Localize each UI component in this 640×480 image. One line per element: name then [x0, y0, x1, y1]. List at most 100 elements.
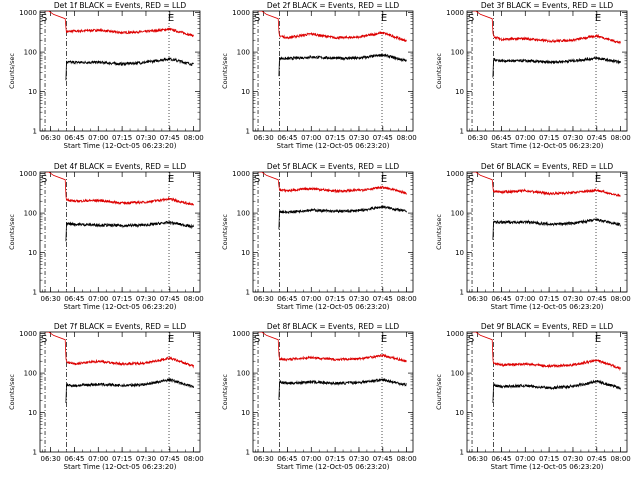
end-marker-label: E: [381, 174, 387, 185]
start-marker-label: S: [468, 334, 474, 345]
x-tick-label: 06:45: [491, 455, 511, 463]
y-tick-label: 100: [237, 370, 250, 378]
x-tick-label: 07:00: [515, 455, 535, 463]
events-series-line: [65, 220, 194, 242]
x-tick-label: 06:30: [468, 455, 488, 463]
y-axis-label: Counts/sec: [8, 53, 16, 89]
y-axis-label: Counts/sec: [435, 374, 443, 410]
x-tick-label: 07:30: [563, 455, 583, 463]
plot-frame: [252, 10, 414, 132]
x-tick-label: 07:45: [587, 134, 607, 142]
lld-series-line: [45, 332, 194, 369]
y-tick-label: 1: [460, 289, 464, 297]
start-marker-label: S: [254, 13, 260, 24]
y-tick-label: 1: [246, 128, 250, 136]
events-series-line: [278, 53, 407, 77]
x-tick-label: 07:30: [563, 295, 583, 303]
y-axis-label: Counts/sec: [221, 53, 229, 89]
x-tick-label: 06:30: [468, 134, 488, 142]
y-tick-label: 100: [24, 49, 37, 57]
end-marker-label: E: [168, 13, 174, 24]
start-marker-label: S: [41, 174, 47, 185]
y-axis-label: Counts/sec: [221, 214, 229, 250]
y-tick-label: 1000: [446, 9, 464, 17]
y-tick-label: 100: [451, 210, 464, 218]
plot-frame: [39, 10, 201, 132]
x-tick-label: 07:00: [515, 295, 535, 303]
y-tick-label: 1: [33, 289, 37, 297]
x-tick-label: 06:45: [277, 134, 297, 142]
lld-series-line: [258, 11, 407, 43]
x-tick-label: 06:30: [468, 295, 488, 303]
x-tick-label: 07:30: [349, 295, 369, 303]
y-tick-label: 100: [237, 49, 250, 57]
y-tick-label: 10: [455, 88, 464, 96]
x-tick-label: 08:00: [184, 455, 204, 463]
detector-panel-2: Det 2f BLACK = Events, RED = LLD Counts/s…: [221, 1, 417, 150]
x-axis-label: Start Time (12-Oct-05 06:23:20): [277, 142, 390, 150]
y-tick-label: 10: [241, 88, 250, 96]
y-axis-label: Counts/sec: [221, 374, 229, 410]
plot-frame: [39, 171, 201, 293]
x-tick-label: 07:15: [539, 134, 559, 142]
x-tick-label: 06:45: [277, 455, 297, 463]
y-axis-label: Counts/sec: [435, 214, 443, 250]
x-tick-label: 07:15: [325, 455, 345, 463]
y-tick-label: 1000: [232, 9, 250, 17]
y-tick-label: 10: [241, 409, 250, 417]
panel-title: Det 4f BLACK = Events, RED = LLD: [54, 162, 187, 171]
x-tick-label: 07:15: [112, 455, 132, 463]
detector-panel-3: Det 3f BLACK = Events, RED = LLD Counts/s…: [435, 1, 631, 150]
x-tick-label: 06:45: [491, 134, 511, 142]
y-tick-label: 1000: [232, 330, 250, 338]
x-tick-label: 06:45: [64, 295, 84, 303]
y-axis-label: Counts/sec: [435, 53, 443, 89]
panel-title: Det 7f BLACK = Events, RED = LLD: [54, 322, 187, 331]
x-tick-label: 07:30: [563, 134, 583, 142]
y-tick-label: 1000: [19, 170, 37, 178]
y-tick-label: 10: [455, 249, 464, 257]
plot-frame: [466, 171, 628, 293]
x-axis-label: Start Time (12-Oct-05 06:23:20): [277, 303, 390, 311]
x-tick-label: 07:15: [539, 295, 559, 303]
events-series-line: [65, 377, 194, 404]
x-axis-label: Start Time (12-Oct-05 06:23:20): [64, 303, 177, 311]
y-tick-label: 100: [451, 370, 464, 378]
x-tick-label: 08:00: [397, 134, 417, 142]
panel-title: Det 9f BLACK = Events, RED = LLD: [481, 322, 614, 331]
x-tick-label: 06:45: [64, 455, 84, 463]
y-tick-label: 1: [33, 449, 37, 457]
x-tick-label: 08:00: [611, 455, 631, 463]
x-tick-label: 07:00: [88, 295, 108, 303]
x-tick-label: 07:30: [136, 455, 156, 463]
detector-panel-8: Det 8f BLACK = Events, RED = LLD Counts/s…: [221, 322, 417, 471]
detector-panel-9: Det 9f BLACK = Events, RED = LLD Counts/s…: [435, 322, 631, 471]
x-tick-label: 08:00: [611, 134, 631, 142]
detector-panel-7: Det 7f BLACK = Events, RED = LLD Counts/s…: [8, 322, 204, 471]
panel-title: Det 8f BLACK = Events, RED = LLD: [267, 322, 400, 331]
events-series-line: [278, 378, 407, 400]
end-marker-label: E: [595, 334, 601, 345]
x-tick-label: 07:30: [349, 134, 369, 142]
x-tick-label: 06:30: [254, 134, 274, 142]
x-tick-label: 07:00: [301, 295, 321, 303]
x-tick-label: 07:00: [301, 134, 321, 142]
x-tick-label: 07:15: [325, 134, 345, 142]
detector-panel-1: Det 1f BLACK = Events, RED = LLD Counts/s…: [8, 1, 204, 150]
y-axis-label: Counts/sec: [8, 374, 16, 410]
x-axis-label: Start Time (12-Oct-05 06:23:20): [491, 142, 604, 150]
plot-frame: [252, 331, 414, 453]
plot-frame: [466, 331, 628, 453]
x-tick-label: 07:45: [587, 455, 607, 463]
x-tick-label: 06:30: [254, 455, 274, 463]
end-marker-label: E: [168, 334, 174, 345]
y-tick-label: 100: [24, 210, 37, 218]
y-tick-label: 100: [451, 49, 464, 57]
events-series-line: [278, 205, 407, 230]
start-marker-label: S: [468, 174, 474, 185]
x-tick-label: 08:00: [611, 295, 631, 303]
lld-series-line: [472, 172, 621, 198]
panel-title: Det 6f BLACK = Events, RED = LLD: [481, 162, 614, 171]
x-tick-label: 07:00: [88, 134, 108, 142]
lld-series-line: [258, 172, 407, 196]
